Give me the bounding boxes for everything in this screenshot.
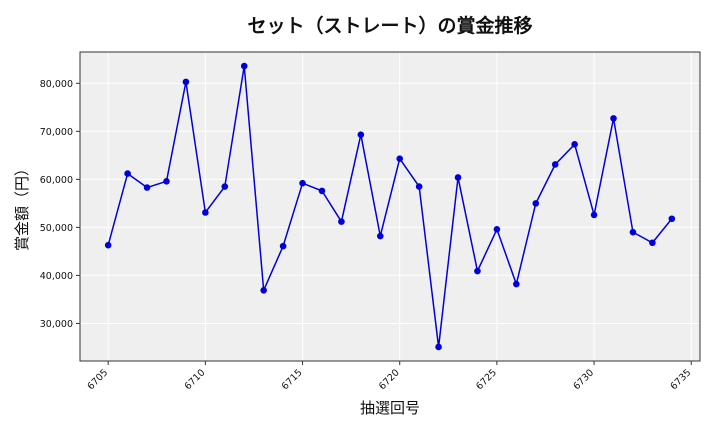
data-point: [435, 343, 442, 351]
data-point: [532, 200, 540, 207]
data-point: [104, 241, 112, 249]
data-point: [240, 62, 248, 70]
data-point: [493, 226, 501, 233]
data-point: [202, 209, 209, 216]
data-point: [474, 267, 481, 275]
data-point: [182, 78, 190, 86]
plot-frame: [79, 51, 701, 362]
x-tick-label: 6735: [668, 367, 693, 392]
x-axis-label: 抽選回号: [360, 399, 420, 417]
data-point: [260, 287, 267, 294]
x-tick-label: 6730: [571, 367, 596, 392]
data-point: [590, 211, 598, 219]
x-tick-label: 6715: [280, 367, 305, 392]
data-point: [338, 218, 345, 225]
data-point: [299, 179, 306, 187]
series-layer: [104, 62, 676, 351]
data-point: [649, 239, 656, 247]
data-point: [221, 183, 229, 190]
plot-area: [80, 52, 700, 361]
data-point: [629, 228, 637, 236]
y-axis-label: 賞金額（円）: [13, 161, 31, 251]
data-point: [124, 170, 131, 177]
y-tick-label: 40,000: [40, 271, 73, 282]
y-tick-label: 60,000: [40, 175, 73, 186]
chart-title: セット（ストレート）の賞金推移: [247, 14, 532, 37]
data-point: [376, 232, 384, 240]
data-point: [396, 155, 404, 163]
x-tick-label: 6725: [474, 367, 499, 392]
x-tick-label: 6720: [377, 367, 402, 392]
data-point: [454, 174, 462, 181]
data-point: [513, 280, 520, 288]
y-tick-label: 30,000: [40, 319, 73, 330]
y-tick-label: 50,000: [40, 223, 73, 234]
x-tick-label: 6710: [183, 367, 208, 392]
data-point: [415, 183, 423, 190]
data-point: [571, 141, 578, 148]
y-tick-label: 80,000: [40, 79, 73, 90]
data-point: [318, 187, 326, 195]
x-tick-label: 6705: [85, 367, 110, 392]
series-line: [107, 65, 673, 348]
data-point: [668, 215, 676, 223]
data-point: [163, 177, 170, 185]
data-point: [279, 242, 287, 250]
y-tick-label: 70,000: [40, 127, 73, 138]
data-point: [610, 115, 617, 122]
data-point: [143, 184, 151, 191]
data-point: [357, 131, 365, 139]
data-point: [551, 161, 559, 168]
